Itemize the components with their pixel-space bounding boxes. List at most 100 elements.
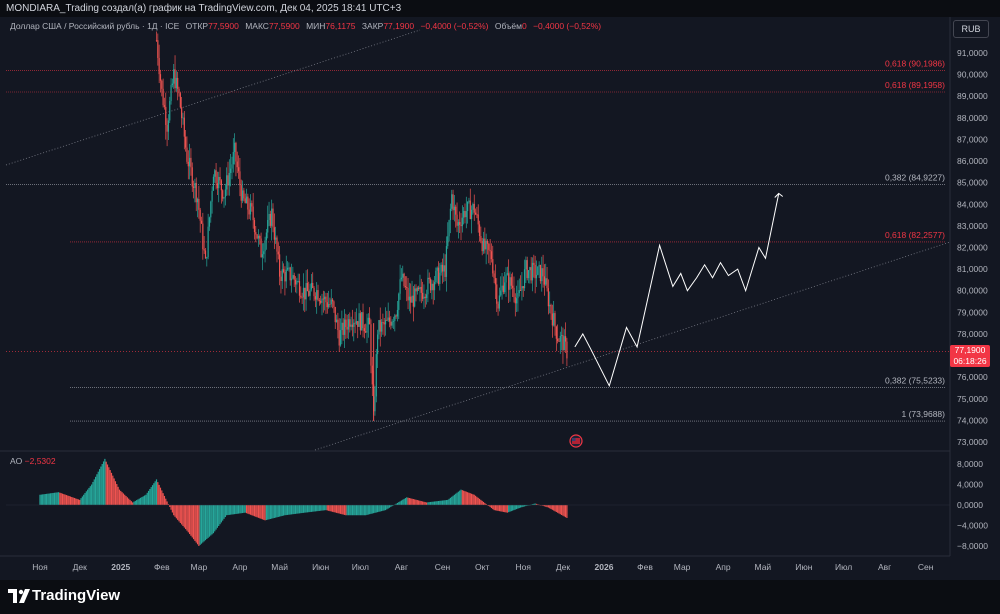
candle-body [284,272,286,282]
candle-body [321,298,323,303]
ao-bar [363,505,365,516]
candle-body [473,203,475,213]
ao-bar [398,502,400,505]
ao-bar [501,505,503,512]
ao-bar [215,505,217,530]
ao-bar [227,505,229,516]
candle-body [220,180,222,191]
ao-bar [349,505,351,516]
candle-body [386,319,388,321]
candle-body [320,300,322,303]
candle-body [369,317,371,325]
ao-bar [369,505,371,515]
ao-bar [222,505,224,521]
candle-body [317,290,319,301]
ao-bar [151,485,154,505]
ao-bar [412,499,414,505]
candle-body [539,264,542,282]
ao-bar [240,505,242,514]
candle-body [390,321,392,326]
ao-bar [564,505,567,518]
ao-bar [502,505,504,512]
candle-body [490,251,493,260]
candle-body [271,208,273,226]
ao-bar [104,458,106,505]
ao-bar [318,505,320,511]
event-flag-icon-canton [572,438,576,441]
ao-bar [330,505,332,512]
ao-bar [354,505,356,516]
candle-body [185,136,187,148]
ao-bar [73,497,76,505]
candle-body [268,213,270,220]
candle-body [171,83,173,86]
ao-tick-label: 0,0000 [957,500,983,510]
candle-body [273,227,275,240]
candle-body [527,270,530,279]
candle-body [367,317,369,325]
candle-body [200,220,203,224]
candle-body [316,290,318,300]
candle-body [558,341,560,342]
close-value: 77,1900 [383,21,415,31]
tradingview-logo-icon[interactable] [8,589,30,603]
candle-body [170,85,172,102]
ao-bar [478,498,481,505]
fib-level-label: 0,618 (90,1986) [885,58,945,68]
candle-body [411,295,413,303]
candle-body [187,161,189,167]
candle-body [467,201,469,212]
ao-bar [376,505,379,513]
ao-bar [510,505,512,512]
ao-bar [440,500,442,505]
candle-body [408,296,410,301]
candle-body [557,338,559,342]
fib-level-label: 1 (73,9688) [902,409,946,419]
ao-bar [161,490,163,505]
low-label: МИН [306,21,326,31]
ao-bar [481,500,483,505]
candle-body [309,289,311,296]
ao-bar [379,505,381,512]
ao-bar [120,490,122,505]
candle-body [418,287,420,290]
ao-bar [171,505,173,513]
price-tick-label: 84,0000 [957,199,988,209]
ao-bar [365,505,367,516]
ao-bar [292,505,294,515]
ao-tick-label: 4,0000 [957,480,983,490]
ao-bar [186,505,188,531]
ao-bar [384,505,387,511]
currency-badge[interactable]: RUB [953,20,989,38]
candle-body [255,232,257,235]
ao-bar [333,505,335,513]
ao-bar [415,499,417,505]
candle-body [398,293,400,310]
ao-bar [147,490,150,505]
candle-body [353,322,355,327]
fib-level-label: 0,618 (82,2577) [885,230,945,240]
candle-body [305,283,307,300]
ao-bar [461,490,463,505]
candle-body [464,210,466,218]
ao-bar [433,501,436,505]
candle-body [347,319,350,330]
candle-body [463,210,465,218]
candle-body [382,322,384,323]
ao-bar [224,505,226,518]
ao-bar [267,505,269,520]
price-tick-label: 89,0000 [957,91,988,101]
candle-body [328,304,330,308]
candle-body [240,185,242,201]
candle-body [256,234,258,239]
price-tick-label: 74,0000 [957,415,988,425]
ao-label[interactable]: AO [10,456,23,466]
ao-bar [204,505,207,541]
symbol-title[interactable]: Доллар США / Российский рубль · 1Д · ICE [10,21,180,31]
candle-body [302,287,305,298]
candle-body [219,176,221,181]
ao-bar [423,501,425,505]
ao-bar [297,505,299,514]
candle-body [420,286,422,293]
